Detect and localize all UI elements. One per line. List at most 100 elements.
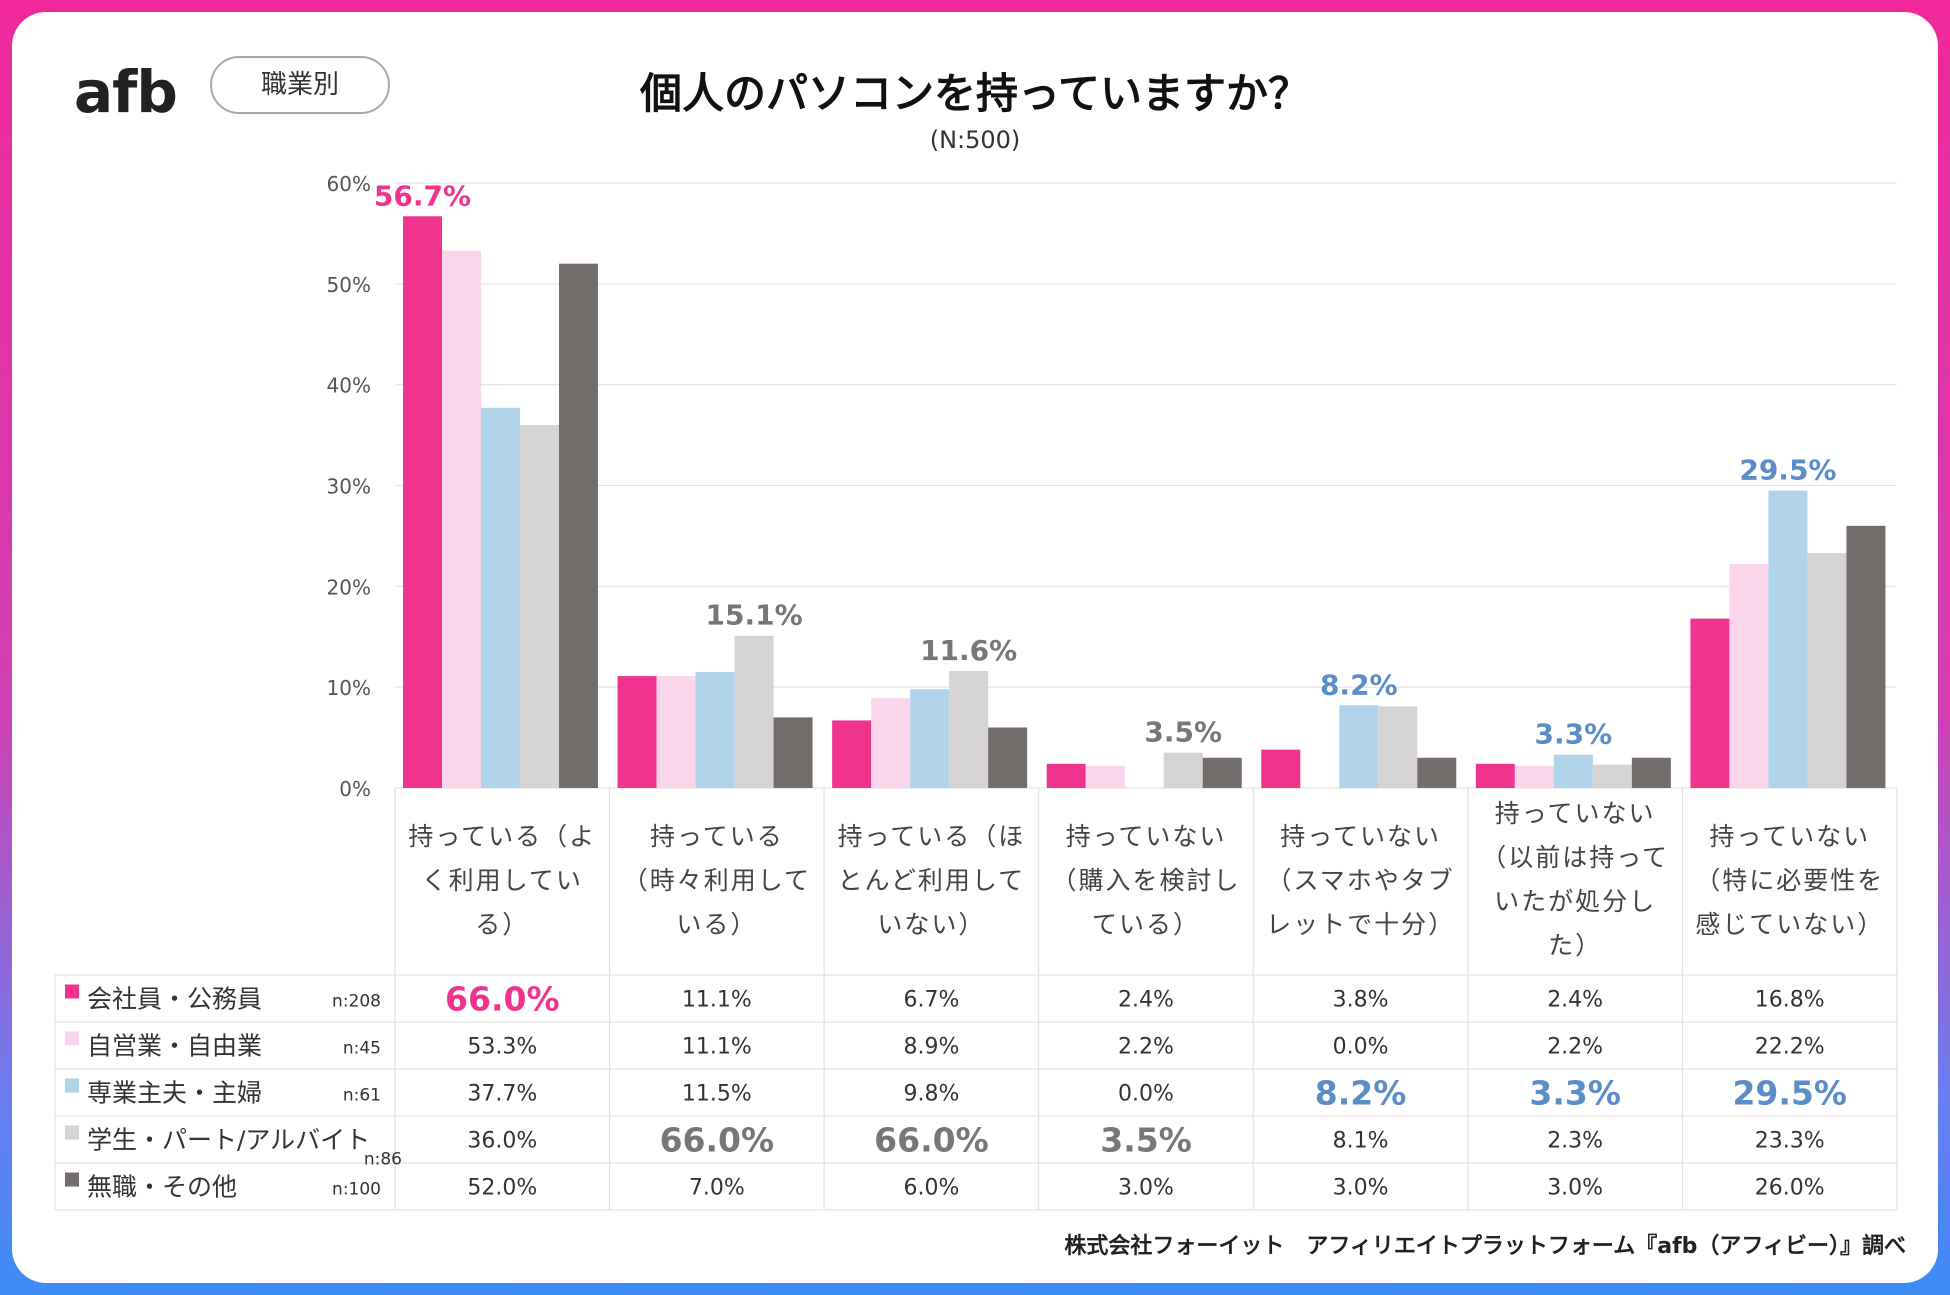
bar bbox=[1163, 752, 1203, 788]
bar bbox=[871, 698, 911, 788]
table-cell: 2.4% bbox=[1547, 988, 1603, 1013]
table-cell: 26.0% bbox=[1755, 1176, 1825, 1201]
bar bbox=[442, 250, 481, 788]
bar bbox=[1339, 705, 1379, 788]
bar bbox=[1417, 757, 1457, 788]
table-cell: 3.0% bbox=[1118, 1176, 1174, 1201]
bar bbox=[1768, 490, 1808, 788]
table-cell: 2.3% bbox=[1547, 1129, 1603, 1154]
table-cell: 3.0% bbox=[1547, 1176, 1603, 1201]
bar bbox=[1846, 525, 1886, 788]
bar bbox=[656, 676, 696, 788]
table-cell: 3.8% bbox=[1333, 988, 1389, 1013]
row-label: 無職・その他 bbox=[87, 1173, 237, 1202]
bar bbox=[1514, 765, 1554, 788]
bar bbox=[481, 407, 520, 788]
bar-value-label: 3.5% bbox=[1144, 716, 1222, 749]
category-label: （スマホやタブ bbox=[1266, 866, 1454, 895]
category-label: く利用してい bbox=[422, 866, 583, 895]
table-cell: 2.2% bbox=[1547, 1035, 1603, 1060]
table-cell: 8.1% bbox=[1333, 1129, 1389, 1154]
table-cell: 11.5% bbox=[682, 1082, 752, 1107]
table-cell: 9.8% bbox=[903, 1082, 959, 1107]
y-tick-label: 10% bbox=[327, 676, 371, 700]
bar bbox=[403, 216, 442, 788]
y-tick-label: 40% bbox=[327, 374, 371, 398]
bar bbox=[520, 425, 559, 788]
category-label: とんど利用して bbox=[838, 866, 1026, 895]
category-label: 持っている（よ bbox=[408, 822, 596, 851]
bar bbox=[1202, 757, 1242, 788]
table-cell: 16.8% bbox=[1755, 988, 1825, 1013]
bar bbox=[1690, 618, 1730, 788]
bar-value-label: 29.5% bbox=[1739, 454, 1836, 487]
legend-swatch bbox=[65, 1172, 79, 1187]
category-label: いたが処分し bbox=[1494, 887, 1656, 916]
category-label: いる） bbox=[676, 910, 757, 939]
legend-swatch bbox=[65, 984, 79, 999]
table-cell: 7.0% bbox=[689, 1176, 745, 1201]
bar bbox=[1046, 763, 1086, 788]
bar bbox=[1475, 763, 1515, 788]
category-label: 持っていない bbox=[1495, 799, 1656, 828]
category-label: （時々利用して bbox=[623, 866, 811, 895]
table-cell: 0.0% bbox=[1333, 1035, 1389, 1060]
category-label: いない） bbox=[877, 910, 985, 939]
bar bbox=[1378, 706, 1418, 788]
table-cell: 53.3% bbox=[467, 1035, 537, 1060]
bar bbox=[988, 727, 1028, 788]
table-cell-highlight: 66.0% bbox=[874, 1121, 989, 1160]
table-cell: 37.7% bbox=[467, 1082, 537, 1107]
table-cell: 2.4% bbox=[1118, 988, 1174, 1013]
row-label: 学生・パート/アルバイト bbox=[87, 1126, 370, 1155]
bar bbox=[1631, 757, 1671, 788]
category-label: ている） bbox=[1092, 910, 1200, 939]
source-footer: 株式会社フォーイット アフィリエイトプラットフォーム『afb（アフィビー）』調べ bbox=[1064, 1234, 1906, 1259]
table-cell-highlight: 3.3% bbox=[1529, 1074, 1621, 1113]
row-sample-size: n:208 bbox=[332, 992, 381, 1012]
category-label: 持っている bbox=[650, 822, 784, 851]
row-label: 自営業・自由業 bbox=[87, 1032, 262, 1061]
row-sample-size: n:86 bbox=[364, 1150, 402, 1170]
chart-card bbox=[12, 12, 1938, 1283]
table-cell: 11.1% bbox=[682, 988, 752, 1013]
table-cell-highlight: 29.5% bbox=[1732, 1074, 1847, 1113]
category-label: （購入を検討し bbox=[1051, 866, 1240, 895]
y-tick-label: 30% bbox=[327, 475, 371, 499]
table-cell: 3.0% bbox=[1333, 1176, 1389, 1201]
bar-value-label: 56.7% bbox=[374, 179, 471, 212]
table-cell-highlight: 66.0% bbox=[445, 980, 560, 1019]
bar bbox=[773, 717, 813, 788]
table-cell: 0.0% bbox=[1118, 1082, 1174, 1107]
row-label: 会社員・公務員 bbox=[87, 985, 262, 1014]
bar bbox=[1085, 765, 1125, 788]
bar bbox=[1807, 553, 1847, 788]
bar bbox=[1729, 564, 1769, 788]
table-cell: 52.0% bbox=[467, 1176, 537, 1201]
row-sample-size: n:100 bbox=[332, 1180, 381, 1200]
table-cell: 22.2% bbox=[1755, 1035, 1825, 1060]
afb-logo: afb bbox=[74, 58, 178, 126]
bar bbox=[1592, 764, 1632, 788]
bar-value-label: 8.2% bbox=[1320, 668, 1398, 701]
bar-value-label: 11.6% bbox=[920, 634, 1017, 667]
bar bbox=[617, 676, 657, 788]
category-label: 持っていない bbox=[1280, 822, 1441, 851]
legend-swatch bbox=[65, 1078, 79, 1093]
bar-value-label: 15.1% bbox=[706, 599, 803, 632]
table-cell-highlight: 66.0% bbox=[660, 1121, 775, 1160]
table-cell: 8.9% bbox=[903, 1035, 959, 1060]
table-cell-highlight: 3.5% bbox=[1100, 1121, 1192, 1160]
category-label: （以前は持って bbox=[1481, 843, 1669, 872]
legend-swatch bbox=[65, 1125, 79, 1140]
bar bbox=[949, 671, 989, 788]
bar bbox=[1261, 749, 1301, 788]
chart-title: 個人のパソコンを持っていますか？ bbox=[640, 69, 1310, 118]
legend-swatch bbox=[65, 1031, 79, 1046]
row-label: 専業主夫・主婦 bbox=[87, 1079, 262, 1108]
table-cell: 23.3% bbox=[1755, 1129, 1825, 1154]
bar bbox=[695, 672, 735, 788]
table-cell: 36.0% bbox=[467, 1129, 537, 1154]
category-pill: 職業別 bbox=[210, 56, 390, 114]
